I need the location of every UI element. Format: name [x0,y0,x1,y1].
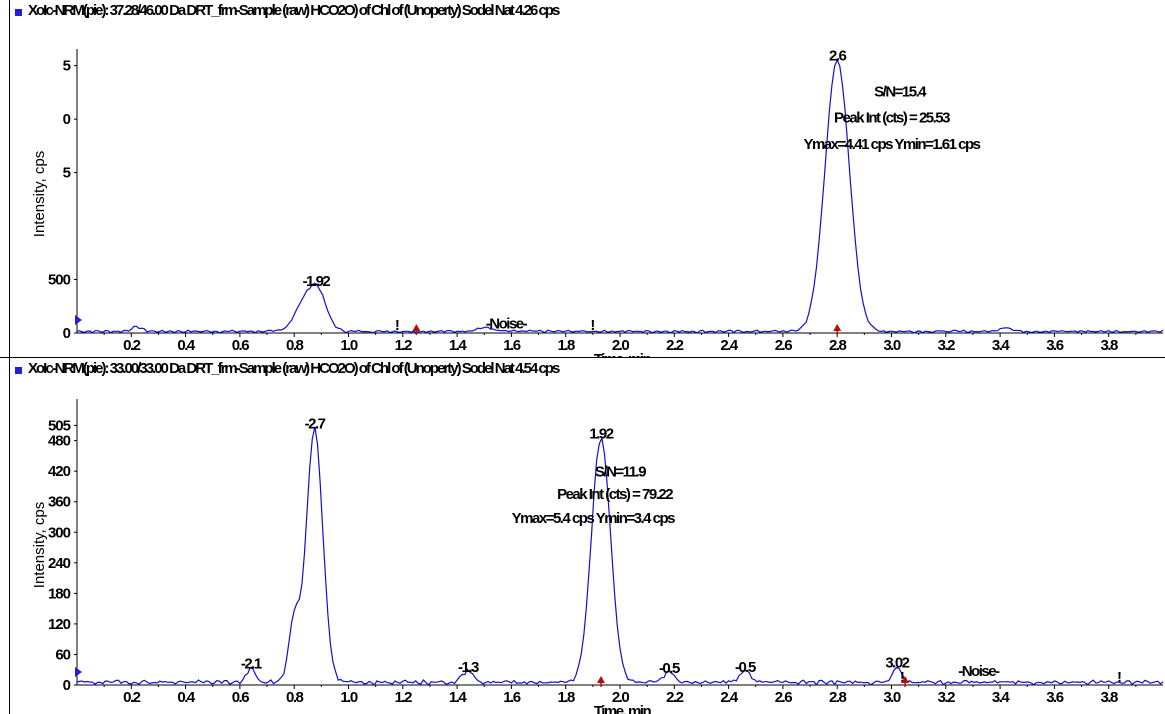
x-tick-label: 3.0 [883,689,901,706]
x-tick-label: 3.2 [938,337,956,354]
y-tick-label: 60 [55,646,70,663]
retention-arrow-icon [596,676,605,683]
x-tick-label: 3.8 [1101,337,1119,354]
x-tick-label: 3.4 [992,337,1011,354]
x-tick-label: 0.8 [286,689,304,706]
peak-annotation: Peak Int (cts) = 79.22 [557,486,673,503]
y-tick-label: 480 [48,433,71,450]
panel-divider [0,357,1165,358]
x-tick-label: 3.0 [883,337,901,354]
y-axis-label: Intensity, cps [31,151,48,237]
y-axis-label: Intensity, cps [31,502,48,588]
x-tick-label: 2.4 [720,689,739,706]
y-tick-label: 120 [48,616,71,633]
x-tick-label: 1.8 [558,337,576,354]
x-tick-label: 1.6 [503,337,521,354]
x-tick-label: 2.6 [775,689,793,706]
window-left-border [9,0,10,714]
x-tick-label: 3.6 [1046,337,1064,354]
chromatogram-chart-top: 0.2 0.4 0.6 0.8 1.0 1.2 1.4 1.6 1.8 2.0 2.2 2.4 2.6 2… [31,47,1164,357]
y-tick-label: 420 [48,463,71,480]
x-tick-label: 0.6 [232,689,250,706]
x-tick-label: 1.6 [503,689,521,706]
x-tick-label: 2.0 [612,689,630,706]
peak-annotation: S/N=11.9 [595,463,646,480]
x-tick-label: 1.0 [340,689,358,706]
x-tick-label: 1.4 [449,337,468,354]
y-tick-label: 5 [63,58,71,75]
x-tick-label: 0.4 [177,337,196,354]
y-tick-label: 300 [48,524,71,541]
y-tick-label: 505 [48,417,71,434]
panel-title: XoIc-NRM(pie): 33.00/33.00 Da DRT_frm-Sa… [28,360,560,377]
y-tick-label: 360 [48,494,71,511]
chromatogram-trace [76,58,1164,334]
x-tick-label: 2.2 [666,689,684,706]
chromatogram-trace [76,426,1164,686]
x-tick-label: 1.8 [558,689,576,706]
panel-marker-icon[interactable] [15,9,22,16]
x-tick-label: 2.2 [666,337,684,354]
integration-marker: ! [395,317,400,334]
x-tick-label: 2.8 [829,337,847,354]
x-tick-label: 3.2 [938,689,956,706]
peak-label: -0.5 [659,660,680,677]
x-tick-label: 0.2 [123,689,141,706]
integration-marker: ! [1117,669,1122,686]
x-tick-label: 1.2 [395,337,413,354]
y-tick-label: 0 [63,111,71,128]
baseline-marker-icon[interactable] [75,315,82,325]
y-tick-label: 180 [48,585,71,602]
peak-annotation: Ymax=4.41 cps Ymin=1.61 cps [803,136,980,153]
y-tick-label: 240 [48,555,71,572]
retention-arrow-icon [901,676,910,683]
retention-arrow-icon [833,324,842,331]
y-tick-label: 0 [63,325,71,342]
x-axis-label: Time, min [594,351,652,357]
y-tick-label: 500 [48,272,71,289]
peak-label: -1.3 [458,659,479,676]
x-tick-label: 0.8 [286,337,304,354]
peak-label: 2.6 [829,47,847,64]
panel-title-bar: XoIc-NRM(pie): 33.00/33.00 Da DRT_frm-Sa… [0,358,1165,378]
peak-label: 3.02 [885,655,909,672]
peak-label: -1.92 [303,273,331,290]
x-tick-label: 1.0 [340,337,358,354]
integration-marker: ! [900,669,905,686]
x-tick-label: 3.8 [1101,689,1119,706]
chromatogram-chart-bottom: 0.2 0.4 0.6 0.8 1.0 1.2 1.4 1.6 1.8 2.0 2.2 2.4 2.6 2… [31,399,1164,714]
peak-annotation: S/N=15.4 [874,84,927,101]
integration-marker: ! [590,317,595,334]
peak-annotation: -Noise- [486,316,528,333]
y-tick-label: 0 [63,677,71,694]
x-tick-label: 0.2 [123,337,141,354]
peak-label: 1.92 [589,426,613,443]
peak-annotation: Ymax=5.4 cps Ymin=3.4 cps [512,510,676,527]
x-tick-label: 1.2 [395,689,413,706]
panel-marker-icon[interactable] [15,367,22,374]
peak-label: -0.5 [735,659,756,676]
x-tick-label: 0.6 [232,337,250,354]
baseline-marker-icon[interactable] [75,667,82,677]
chromatogram-panel-bottom: XoIc-NRM(pie): 33.00/33.00 Da DRT_frm-Sa… [0,358,1165,714]
panel-title: XoIc-NRM(pie): 37.28/46.00 Da DRT_frm-Sa… [28,2,560,19]
x-tick-label: 2.8 [829,689,847,706]
x-tick-label: 1.4 [449,689,468,706]
y-tick-label: 5 [63,165,71,182]
x-tick-label: 3.4 [992,689,1011,706]
peak-label: -2.7 [305,415,326,432]
x-tick-label: 2.6 [775,337,793,354]
x-axis-label: Time, min [594,703,652,714]
chromatogram-panel-top: XoIc-NRM(pie): 37.28/46.00 Da DRT_frm-Sa… [0,0,1165,357]
peak-label: -2.1 [241,656,262,673]
retention-arrow-icon [412,324,421,331]
x-tick-label: 2.0 [612,337,630,354]
peak-annotation: Peak Int (cts) = 25.53 [834,109,950,126]
x-tick-label: 0.4 [177,689,196,706]
x-tick-label: 3.6 [1046,689,1064,706]
x-tick-label: 2.4 [720,337,739,354]
panel-title-bar: XoIc-NRM(pie): 37.28/46.00 Da DRT_frm-Sa… [0,0,1165,20]
peak-annotation: -Noise- [958,663,1000,680]
